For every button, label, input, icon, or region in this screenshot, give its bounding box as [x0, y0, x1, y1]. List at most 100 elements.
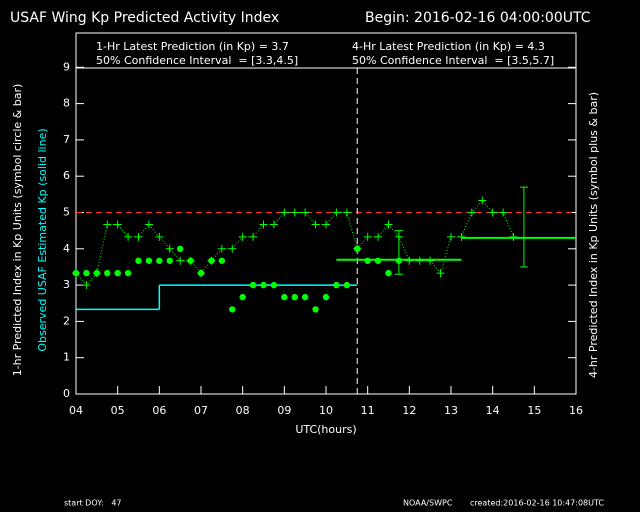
- plus-marker: [488, 208, 497, 217]
- circle-marker: [114, 269, 121, 277]
- plus-marker: [467, 208, 476, 217]
- y-tick-label: 5: [63, 206, 70, 219]
- plus-marker: [384, 220, 393, 229]
- circle-marker: [364, 257, 371, 264]
- circle-marker: [124, 269, 132, 277]
- plus-marker: [332, 208, 341, 217]
- plus-marker: [342, 208, 351, 217]
- y-tick-label: 8: [63, 97, 70, 110]
- circle-marker: [72, 269, 80, 277]
- plus-marker: [405, 256, 414, 265]
- x-tick-label: 09: [277, 404, 291, 417]
- plus-marker: [457, 232, 466, 241]
- x-tick-label: 08: [236, 404, 250, 417]
- x-tick-label: 14: [486, 404, 500, 417]
- x-axis-label: UTC(hours): [295, 423, 356, 436]
- circle-marker: [333, 281, 340, 289]
- circle-marker: [229, 306, 236, 313]
- circle-marker: [281, 293, 288, 301]
- y-tick-label: 4: [63, 242, 70, 255]
- plus-marker: [82, 281, 91, 290]
- plus-marker: [280, 208, 289, 217]
- circle-marker: [239, 293, 246, 301]
- plus-marker: [322, 220, 330, 229]
- plus-marker: [249, 232, 258, 241]
- circle-marker: [301, 293, 309, 301]
- x-tick-label: 15: [527, 404, 541, 417]
- annotation: 50% Confidence Interval = [3.5,5.7]: [352, 54, 554, 67]
- error-bar: [519, 186, 528, 268]
- plot-frame: [75, 32, 577, 395]
- plus-marker: [269, 220, 278, 229]
- y-axis-label-observed: Observed USAF Estimated Kp (solid line): [36, 128, 49, 351]
- x-tick-label: 07: [194, 404, 208, 417]
- plus-marker: [155, 232, 164, 241]
- circle-marker: [83, 269, 90, 277]
- x-tick-label: 11: [361, 404, 375, 417]
- circle-marker: [270, 281, 278, 289]
- plus-marker: [113, 220, 122, 229]
- circle-marker: [260, 281, 267, 289]
- plus-marker: [374, 232, 383, 241]
- x-tick-label: 12: [402, 404, 416, 417]
- x-tick-label: 16: [569, 404, 583, 417]
- footer: created:2016-02-16 10:47:08UTC: [470, 499, 604, 508]
- circle-marker: [343, 281, 351, 289]
- circle-marker: [135, 257, 142, 264]
- plus-marker: [176, 256, 185, 265]
- footer: NOAA/SWPC: [403, 499, 453, 508]
- circle-marker: [354, 245, 361, 252]
- circle-marker: [93, 269, 101, 277]
- x-tick-label: 05: [111, 404, 125, 417]
- plus-marker: [447, 232, 455, 241]
- annotation: 1-Hr Latest Prediction (in Kp) = 3.7: [96, 40, 289, 53]
- plus-marker: [436, 269, 445, 278]
- plus-marker: [426, 256, 435, 265]
- plus-marker: [134, 232, 143, 241]
- y-tick-label: 7: [63, 133, 70, 146]
- x-tick-label: 13: [444, 404, 458, 417]
- chart-title: USAF Wing Kp Predicted Activity Index: [10, 10, 279, 26]
- plus-marker: [311, 220, 320, 229]
- y-tick-label: 2: [63, 314, 70, 327]
- circle-marker: [208, 257, 215, 264]
- plus-marker: [509, 232, 518, 241]
- circle-marker: [218, 257, 226, 264]
- plus-marker: [103, 220, 112, 229]
- plus-marker: [363, 232, 372, 241]
- y-tick-label: 6: [63, 169, 70, 182]
- annotation: 4-Hr Latest Prediction (in Kp) = 4.3: [352, 40, 545, 53]
- plus-marker: [259, 220, 268, 229]
- plus-marker: [478, 196, 487, 205]
- circle-marker: [104, 269, 111, 277]
- circle-marker: [166, 257, 173, 264]
- y-tick-label: 3: [63, 278, 70, 291]
- plus-marker: [228, 244, 237, 253]
- circle-marker: [145, 257, 153, 264]
- y-tick-label: 0: [63, 387, 70, 400]
- plus-marker: [238, 232, 247, 241]
- error-bar: [394, 230, 403, 275]
- circle-marker: [291, 293, 298, 301]
- circle-marker: [312, 306, 319, 313]
- chart-subtitle: Begin: 2016-02-16 04:00:00UTC: [365, 10, 591, 26]
- plus-marker: [301, 208, 310, 217]
- circle-marker: [197, 269, 205, 277]
- footer: start DOY: 47: [64, 499, 122, 508]
- circle-marker: [187, 257, 194, 264]
- plus-marker: [499, 208, 508, 217]
- y-tick-label: 9: [63, 60, 70, 73]
- plus-marker: [217, 244, 226, 253]
- x-tick-label: 10: [319, 404, 333, 417]
- plus-marker: [415, 256, 424, 265]
- circle-marker: [156, 257, 163, 264]
- x-tick-label: 06: [152, 404, 166, 417]
- circle-marker: [249, 281, 257, 289]
- plus-marker: [124, 232, 133, 241]
- circle-marker: [385, 269, 392, 277]
- y-tick-label: 1: [63, 351, 70, 364]
- circle-marker: [322, 293, 330, 301]
- y2-axis-label: 4-hr Predicted Index in Kp Units (symbol…: [587, 92, 600, 378]
- plus-marker: [165, 244, 174, 253]
